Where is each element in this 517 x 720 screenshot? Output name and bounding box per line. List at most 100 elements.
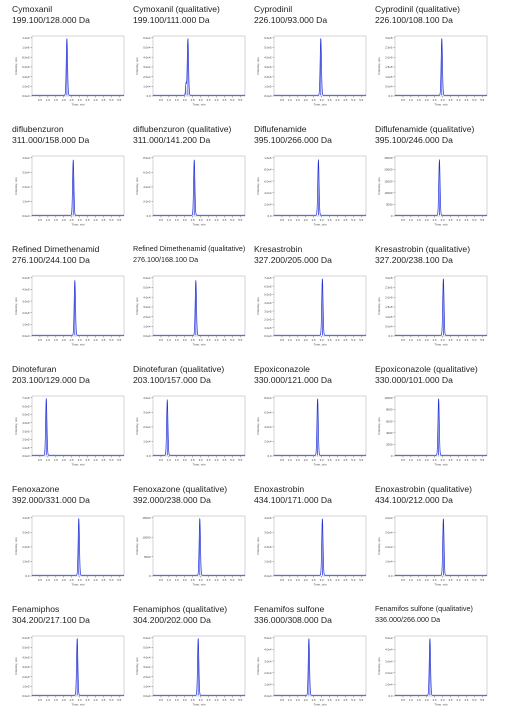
chromatogram-plot: 0.0 1.0e4 2.0e4 3.0e4 4.0e4 0.5 1.0 1.5 2.0 2.5 3.… <box>377 515 488 587</box>
y-tick-label: 2.0e4 <box>264 203 272 207</box>
x-tick-label: 2.0 <box>183 338 187 342</box>
chromatogram-panel: Fenamiphos 304.200/217.100 Da 0.0e0 1.0e5 2.… <box>12 604 134 720</box>
x-tick-label: 5.5 <box>480 458 484 462</box>
peak-mark <box>308 639 310 696</box>
y-tick-label: 1.0e4 <box>22 200 30 204</box>
plot-frame <box>31 275 125 337</box>
x-axis-label: Time, min <box>192 223 205 227</box>
y-tick-label: 5.0e4 <box>264 636 272 640</box>
y-tick-label: 7.0e5 <box>264 276 272 280</box>
x-tick-label: 1.0 <box>167 698 171 702</box>
chromatogram-panel: Fenamiphos (qualitative) 304.200/202.000 … <box>133 604 255 720</box>
x-tick-label: 2.5 <box>433 338 437 342</box>
y-axis-label: Intensity, cps <box>135 657 139 675</box>
peak-mark <box>199 519 201 576</box>
x-tick-label: 4.0 <box>214 458 218 462</box>
y-axis-label: Intensity, cps <box>14 177 18 195</box>
transition-label: 199.100/111.000 Da <box>133 15 210 25</box>
y-tick-label: 5.0e5 <box>22 646 30 650</box>
x-axis-label: Time, min <box>434 583 447 587</box>
y-axis-label: Intensity, cps <box>377 417 381 435</box>
y-tick-label: 4.0e4 <box>385 516 393 520</box>
x-axis-label: Time, min <box>434 103 447 107</box>
x-tick-label: 2.0 <box>425 698 429 702</box>
y-tick-label: 3.0e5 <box>22 429 30 433</box>
x-tick-label: 5.5 <box>117 698 121 702</box>
compound-title: Dinotefuran (qualitative) <box>133 364 225 374</box>
x-tick-label: 1.5 <box>175 578 179 582</box>
x-tick-label: 4.0 <box>214 338 218 342</box>
y-tick-label: 6.0e4 <box>264 411 272 415</box>
x-tick-label: 2.5 <box>70 698 74 702</box>
transition-label: 311.000/141.200 Da <box>133 135 211 145</box>
plot-frame <box>273 635 367 697</box>
y-tick-label: 4.0e4 <box>264 191 272 195</box>
x-tick-label: 4.0 <box>335 578 339 582</box>
x-tick-label: 2.5 <box>70 578 74 582</box>
x-tick-label: 0.5 <box>38 98 42 102</box>
x-tick-label: 2.5 <box>433 698 437 702</box>
transition-label: 330.000/121.000 Da <box>254 375 332 385</box>
y-tick-label: 3.0e4 <box>264 659 272 663</box>
x-tick-label: 1.0 <box>288 698 292 702</box>
x-tick-label: 4.5 <box>464 458 468 462</box>
chromatogram-plot: 0 5000 10000 15000 20000 25000 0.5 1.0 1.5 2.0 2.5… <box>377 155 488 227</box>
series-trace <box>32 637 124 696</box>
x-tick-label: 1.5 <box>296 218 300 222</box>
x-tick-label: 1.5 <box>175 218 179 222</box>
x-tick-label: 3.0 <box>320 458 324 462</box>
x-tick-label: 0.5 <box>280 698 284 702</box>
x-tick-label: 4.0 <box>456 578 460 582</box>
series-trace <box>32 280 124 336</box>
x-tick-label: 4.5 <box>222 458 226 462</box>
x-axis-label: Time, min <box>313 583 326 587</box>
x-tick-label: 3.5 <box>328 698 332 702</box>
chromatogram-panel: Fenoxazone 392.000/331.000 Da 0.0 1.0e5 2.0e… <box>12 484 134 600</box>
x-tick-label: 2.5 <box>433 98 437 102</box>
x-axis-label: Time, min <box>71 103 84 107</box>
x-tick-label: 3.0 <box>441 98 445 102</box>
y-axis-label: Intensity, cps <box>135 537 139 555</box>
y-tick-label: 2.0e4 <box>385 671 393 675</box>
x-tick-label: 5.5 <box>359 458 363 462</box>
series-trace <box>153 38 245 96</box>
x-tick-label: 1.5 <box>296 578 300 582</box>
y-axis-label: Intensity, cps <box>135 177 139 195</box>
y-axis-label: Intensity, cps <box>377 57 381 75</box>
y-tick-label: 5.0e4 <box>143 286 151 290</box>
x-tick-label: 2.0 <box>62 338 66 342</box>
compound-title: diflubenzuron (qualitative) <box>133 124 232 134</box>
x-tick-label: 5.0 <box>109 98 113 102</box>
x-tick-label: 1.5 <box>54 338 58 342</box>
x-tick-label: 5.0 <box>230 458 234 462</box>
peak-mark <box>441 39 443 96</box>
x-axis-label: Time, min <box>192 703 205 707</box>
y-tick-label: 5.0e4 <box>385 85 393 89</box>
plot-frame <box>152 395 246 457</box>
transition-label: 276.100/168.100 Da <box>133 255 199 264</box>
x-tick-label: 4.0 <box>456 98 460 102</box>
series-trace <box>32 517 124 576</box>
y-tick-label: 1.0e4 <box>143 325 151 329</box>
chromatogram-panel: Cyprodinil (qualitative) 226.100/108.100 … <box>375 4 497 120</box>
x-tick-label: 4.0 <box>335 98 339 102</box>
x-tick-label: 1.0 <box>46 458 50 462</box>
y-tick-label: 4.0e5 <box>22 516 30 520</box>
chromatogram-panel: Enoxastrobin 434.100/171.000 Da 0.0e0 1.0e5… <box>254 484 376 600</box>
x-tick-label: 2.0 <box>183 98 187 102</box>
x-tick-label: 4.0 <box>335 218 339 222</box>
x-tick-label: 5.5 <box>480 698 484 702</box>
y-tick-label: 3.0e4 <box>143 65 151 69</box>
y-tick-label: 0 <box>391 454 393 458</box>
chromatogram-panel: Fenamifos sulfone (qualitative) 336.000/2… <box>375 604 497 720</box>
y-tick-label: 8.0e4 <box>264 396 272 400</box>
compound-title: Fenamifos sulfone <box>254 604 325 614</box>
chromatogram-panel: Cymoxanil (qualitative) 199.100/111.000 D… <box>133 4 255 120</box>
y-tick-label: 3.0e4 <box>143 411 151 415</box>
peak-mark <box>166 400 168 456</box>
y-tick-label: 3.0e4 <box>143 305 151 309</box>
y-tick-label: 25000 <box>384 156 392 160</box>
x-tick-label: 4.5 <box>101 218 105 222</box>
chromatogram-plot: 0.0e0 1.0e4 2.0e4 3.0e4 4.0e4 0.5 1.0 1.5 2.0 2.5… <box>14 155 125 227</box>
y-tick-label: 4.0e5 <box>264 516 272 520</box>
